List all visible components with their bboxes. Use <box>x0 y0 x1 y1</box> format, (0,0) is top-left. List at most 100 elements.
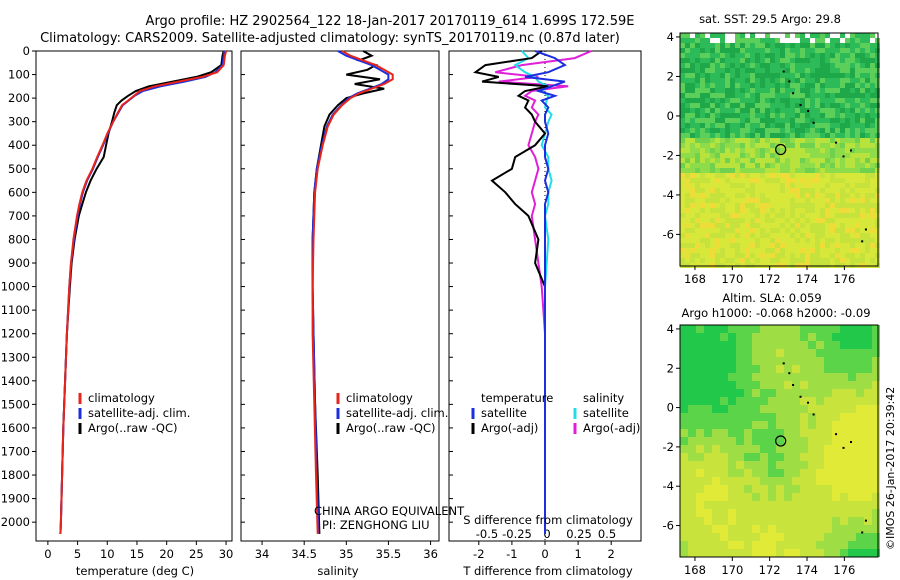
map-cell <box>780 68 785 73</box>
map-cell <box>780 78 785 83</box>
map-cell <box>850 118 855 123</box>
map-cell <box>695 73 700 78</box>
annotation-line1: CHINA ARGO EQUIVALENT <box>314 504 465 518</box>
map-cell <box>730 83 735 88</box>
map-cell <box>855 218 860 223</box>
map-cell <box>805 143 810 148</box>
map-cell <box>730 148 735 153</box>
map-cell <box>740 188 745 193</box>
map-cell <box>712 413 720 421</box>
map-cell <box>760 53 765 58</box>
map-cell <box>745 83 750 88</box>
legend-label: satellite <box>583 406 629 420</box>
map-cell <box>725 188 730 193</box>
map-cell <box>755 68 760 73</box>
map-cell <box>770 218 775 223</box>
map-cell <box>832 397 840 405</box>
map-cell <box>805 138 810 143</box>
map-cell <box>830 48 835 53</box>
map-cell <box>845 98 850 103</box>
map-cell <box>770 118 775 123</box>
map-cell <box>805 83 810 88</box>
map-cell <box>712 541 720 549</box>
map-cell <box>745 103 750 108</box>
map-cell <box>730 143 735 148</box>
map-cell <box>864 437 872 445</box>
map-cell <box>840 533 848 541</box>
map-cell <box>768 349 776 357</box>
map-cell <box>690 93 695 98</box>
map-cell <box>832 525 840 533</box>
map-cell <box>805 113 810 118</box>
map-cell <box>704 333 712 341</box>
map-cell <box>825 83 830 88</box>
map-cell <box>730 188 735 193</box>
map-cell <box>745 228 750 233</box>
map-cell <box>864 485 872 493</box>
map-cell <box>735 173 740 178</box>
map-cell <box>765 33 770 38</box>
map-cell <box>710 238 715 243</box>
map-cell <box>820 193 825 198</box>
map-cell <box>720 183 725 188</box>
map-cell <box>725 258 730 263</box>
map-cell <box>704 549 712 557</box>
map-cell <box>870 98 875 103</box>
map-cell <box>784 365 792 373</box>
map-cell <box>740 168 745 173</box>
map-cell <box>688 469 696 477</box>
map-cell <box>840 43 845 48</box>
map-cell <box>680 469 688 477</box>
map-cell <box>776 389 784 397</box>
map-cell <box>820 113 825 118</box>
map-cell <box>688 445 696 453</box>
map-cell <box>720 389 728 397</box>
map-cell <box>848 405 856 413</box>
map-cell <box>808 437 816 445</box>
map-cell <box>720 108 725 113</box>
map-cell <box>685 138 690 143</box>
map-cell <box>735 118 740 123</box>
map-cell <box>865 203 870 208</box>
map-cell <box>845 238 850 243</box>
map-cell <box>720 123 725 128</box>
map-cell <box>785 258 790 263</box>
map-cell <box>850 183 855 188</box>
map-cell <box>845 133 850 138</box>
map-cell <box>710 208 715 213</box>
map-cell <box>840 228 845 233</box>
map-cell <box>776 373 784 381</box>
map-cell <box>780 73 785 78</box>
map-cell <box>765 108 770 113</box>
map-cell <box>825 168 830 173</box>
map-cell <box>832 461 840 469</box>
map-cell <box>872 461 880 469</box>
map-cell <box>750 83 755 88</box>
map-cell <box>776 501 784 509</box>
map-cell <box>825 68 830 73</box>
map-cell <box>720 213 725 218</box>
map-cell <box>792 389 800 397</box>
legend-label: Argo(..raw -QC) <box>88 421 178 435</box>
map-cell <box>704 357 712 365</box>
map-cell <box>720 93 725 98</box>
map-cell <box>705 183 710 188</box>
map-cell <box>784 373 792 381</box>
map-cell <box>715 73 720 78</box>
map-cell <box>850 83 855 88</box>
map-cell <box>784 437 792 445</box>
map-cell <box>864 477 872 485</box>
map-cell <box>710 188 715 193</box>
map-cell <box>848 477 856 485</box>
map-cell <box>785 118 790 123</box>
map-cell <box>784 333 792 341</box>
map-cell <box>816 453 824 461</box>
map-cell <box>815 248 820 253</box>
map-cell <box>700 198 705 203</box>
map-cell <box>830 228 835 233</box>
map-cell <box>810 253 815 258</box>
map-cell <box>872 525 880 533</box>
map-cell <box>850 158 855 163</box>
map-cell <box>695 43 700 48</box>
map-cell <box>800 493 808 501</box>
